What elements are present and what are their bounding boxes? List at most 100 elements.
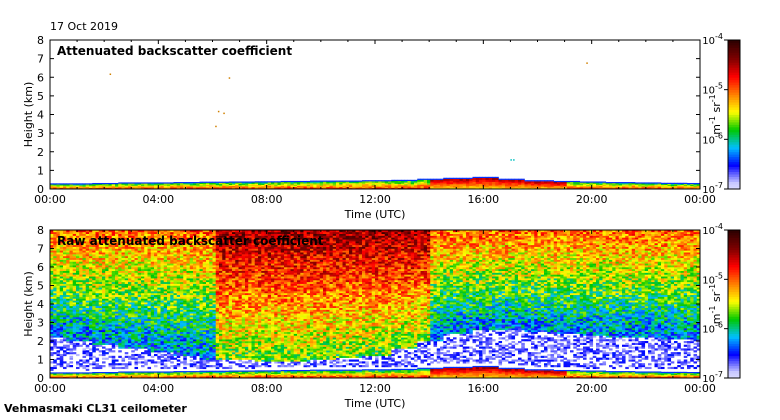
heat-cell (85, 267, 90, 270)
heat-cell (69, 272, 74, 275)
heat-cell (150, 239, 155, 242)
heat-cell (76, 237, 80, 240)
heat-cell (141, 322, 145, 325)
boundary-layer-top (466, 177, 470, 179)
boundary-layer-cell (212, 183, 217, 186)
heat-cell (92, 265, 96, 268)
heat-cell (105, 272, 109, 275)
heat-cell (154, 274, 158, 277)
heat-cell (176, 350, 181, 353)
heat-cell (202, 331, 207, 334)
boundary-layer-cell (511, 182, 516, 185)
boundary-layer-cell (670, 185, 675, 187)
heat-cell (141, 305, 145, 308)
heat-cell (196, 291, 200, 294)
heat-cell (69, 339, 74, 342)
heat-cell (89, 320, 93, 323)
heat-cell (108, 324, 113, 327)
boundary-layer-cell (287, 181, 291, 184)
heat-cell (82, 267, 87, 270)
heat-cell (124, 230, 129, 233)
boundary-layer-cell (128, 183, 132, 185)
heat-cell (157, 263, 161, 266)
boundary-layer-cell (641, 187, 646, 189)
heat-cell (199, 244, 204, 247)
boundary-layer-cell (453, 180, 457, 183)
boundary-layer-cell (599, 183, 603, 186)
heat-cell (76, 235, 80, 238)
heat-cell (124, 265, 129, 268)
heat-cell (134, 233, 139, 236)
heat-cell (128, 326, 132, 329)
heat-cell (124, 331, 129, 334)
heat-cell (154, 304, 158, 307)
heat-cell (115, 279, 119, 283)
heat-cell (160, 302, 165, 305)
heat-cell (59, 294, 64, 297)
heat-cell (59, 276, 64, 279)
heat-cell (196, 250, 200, 253)
heat-cell (85, 298, 90, 301)
heat-cell (124, 270, 129, 273)
boundary-layer-cell (50, 185, 54, 188)
boundary-layer-top (440, 178, 444, 180)
boundary-layer-top (589, 181, 594, 183)
heat-cell (150, 235, 155, 238)
heat-cell (111, 339, 116, 342)
heat-cell (176, 265, 181, 268)
heat-cell (193, 335, 197, 338)
heat-cell (105, 309, 109, 312)
heat-cell (131, 285, 135, 288)
heat-cell (111, 346, 116, 349)
heat-cell (209, 329, 213, 333)
heat-cell (137, 320, 142, 323)
boundary-layer-cell (563, 181, 568, 184)
boundary-layer-cell (222, 185, 226, 188)
heat-cell (154, 320, 158, 323)
heat-cell (79, 331, 83, 334)
boundary-layer-top (212, 181, 217, 183)
heat-cell (167, 307, 171, 310)
heat-cell (111, 230, 116, 233)
heat-cell (176, 259, 181, 262)
heat-cell (69, 257, 74, 260)
boundary-layer-cell (157, 186, 161, 188)
heat-cell (50, 270, 54, 273)
heat-cell (85, 304, 90, 307)
heat-cell (183, 294, 187, 297)
boundary-layer-top (527, 180, 532, 182)
heat-cell (85, 292, 90, 296)
heat-cell (193, 252, 197, 255)
heat-cell (82, 283, 87, 286)
heat-cell (50, 242, 54, 246)
boundary-layer-cell (134, 187, 139, 189)
heat-cell (147, 267, 152, 270)
heat-cell (92, 235, 96, 238)
heat-cell (141, 272, 145, 275)
heat-cell (189, 302, 194, 305)
heat-cell (180, 328, 184, 331)
heat-cell (102, 237, 106, 240)
heat-cell (53, 276, 57, 279)
heat-cell (118, 231, 122, 234)
heat-cell (82, 246, 87, 249)
heat-cell (118, 305, 122, 308)
boundary-layer-top (651, 182, 655, 184)
boundary-layer-cell (602, 185, 607, 188)
heat-cell (95, 316, 100, 320)
boundary-layer-cell (381, 181, 386, 183)
heat-cell (183, 252, 187, 255)
heat-cell (92, 304, 96, 307)
heat-cell (193, 307, 197, 310)
heat-cell (89, 355, 93, 358)
heat-cell (206, 337, 210, 340)
heat-cell (50, 263, 54, 266)
heat-cell (66, 285, 70, 288)
boundary-layer-top (521, 178, 525, 180)
heat-cell (173, 255, 178, 259)
boundary-layer-cell (612, 186, 616, 188)
heat-cell (144, 257, 148, 260)
heat-cell (193, 270, 197, 273)
heat-cell (124, 305, 129, 308)
heat-cell (108, 268, 113, 271)
